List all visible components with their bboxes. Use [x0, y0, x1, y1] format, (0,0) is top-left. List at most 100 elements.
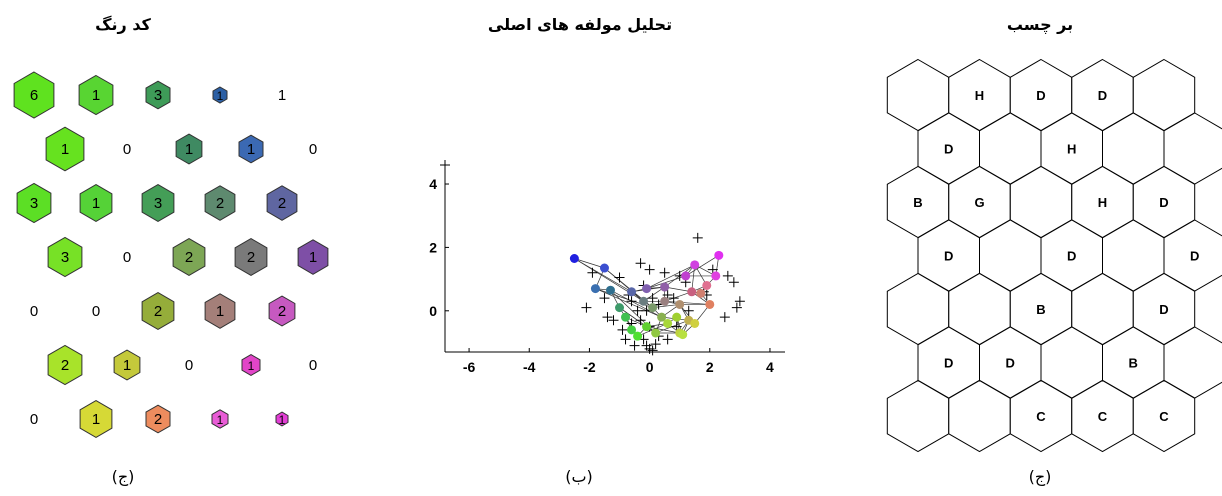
- som-node: [711, 271, 721, 281]
- som-node: [696, 288, 706, 298]
- hit-count: 1: [278, 87, 286, 104]
- data-point-plus: [617, 324, 628, 335]
- som-node: [651, 328, 661, 338]
- color-hex-cell: [238, 134, 264, 164]
- labels-caption: (ج): [1029, 467, 1052, 487]
- cluster-label: H: [1098, 195, 1107, 210]
- color-hex-cell: [204, 185, 236, 221]
- cluster-label: C: [1098, 409, 1108, 424]
- color-hex-cell: [175, 133, 203, 165]
- data-point-plus: [728, 277, 739, 288]
- data-point-plus: [632, 305, 643, 316]
- som-node: [648, 303, 658, 313]
- cluster-label: D: [1006, 356, 1015, 371]
- som-grid-line: [646, 326, 680, 334]
- color-hex-cell: [145, 404, 171, 434]
- color-hex-cell: [275, 411, 289, 427]
- color-hex-cell: [79, 400, 113, 438]
- y-tick-label: 0: [429, 303, 437, 319]
- labels-title: بر چسب: [1007, 15, 1073, 35]
- hit-count: 1: [92, 195, 100, 212]
- som-node: [690, 260, 700, 270]
- som-node: [642, 284, 652, 294]
- color-hex-cell: [47, 344, 83, 386]
- color-hex-cell: [16, 182, 52, 224]
- hit-count: 2: [216, 195, 224, 212]
- hit-count: 1: [279, 413, 286, 427]
- som-node: [639, 296, 649, 306]
- som-node: [705, 299, 715, 309]
- color-hex-cell: [141, 292, 175, 330]
- hit-count: 2: [278, 303, 286, 320]
- color-hex-cell: [47, 236, 83, 278]
- som-grid-line: [664, 291, 692, 302]
- som-node: [663, 318, 673, 328]
- som-node: [714, 250, 724, 260]
- color-hex-cell: [45, 126, 85, 172]
- cluster-label: H: [975, 88, 984, 103]
- hit-count: 0: [92, 303, 100, 320]
- data-point-plus: [635, 258, 646, 269]
- cluster-label: D: [1159, 302, 1168, 317]
- hit-count: 2: [278, 195, 286, 212]
- cluster-label: B: [913, 195, 922, 210]
- hit-count: 1: [61, 141, 69, 158]
- hit-count: 2: [61, 357, 69, 374]
- som-grid-line: [685, 255, 719, 277]
- data-point-plus: [587, 267, 598, 278]
- cluster-label: D: [1190, 249, 1199, 264]
- hit-count: 1: [123, 357, 131, 374]
- data-point-plus: [722, 270, 733, 281]
- label-map: H D D D H B G H D D D D B D D D B C C C: [886, 58, 1222, 453]
- hit-count: 0: [309, 357, 317, 374]
- hit-count: 0: [30, 411, 38, 428]
- som-node: [675, 299, 685, 309]
- data-point-plus: [668, 293, 679, 304]
- color-hex-cell: [297, 239, 329, 275]
- hit-count: 1: [247, 141, 255, 158]
- hit-count: 0: [30, 303, 38, 320]
- color-hex-cell: [78, 74, 114, 116]
- som-grid-line: [664, 300, 710, 305]
- color-hex-cell: [172, 238, 206, 276]
- data-point-plus: [608, 315, 619, 326]
- cluster-label: D: [944, 249, 953, 264]
- data-point-plus: [629, 340, 640, 351]
- hit-count: 0: [309, 141, 317, 158]
- cluster-label: D: [944, 142, 953, 157]
- hit-count: 1: [185, 141, 193, 158]
- color-hex-cell: [212, 86, 228, 104]
- x-tick-label: -4: [523, 359, 536, 375]
- hit-count: 1: [217, 413, 224, 427]
- som-node: [690, 318, 700, 328]
- hit-count: 6: [30, 87, 38, 104]
- data-point-plus: [650, 339, 661, 350]
- data-point-plus: [614, 272, 625, 283]
- color-hex-cell: [13, 71, 55, 119]
- data-point-plus: [662, 334, 673, 345]
- som-node: [657, 312, 667, 322]
- pca-scatter: -6 -4 -2 0 2 4 0 2 4: [429, 160, 785, 375]
- hit-count: 1: [248, 359, 255, 373]
- som-node: [678, 330, 688, 340]
- data-point-plus: [599, 293, 610, 304]
- data-point-plus: [644, 264, 655, 275]
- cluster-label: D: [1036, 88, 1045, 103]
- color-hex-cell: [234, 238, 268, 276]
- cluster-label: D: [944, 356, 953, 371]
- x-tick-label: 4: [766, 359, 774, 375]
- data-point-plus: [731, 302, 742, 313]
- hit-count: 2: [247, 249, 255, 266]
- cluster-label: D: [1067, 249, 1076, 264]
- color-code-caption: (ج): [112, 467, 135, 487]
- cluster-label: B: [1129, 356, 1138, 371]
- data-point-plus: [581, 302, 592, 313]
- data-point-plus: [626, 296, 637, 307]
- hit-count: 1: [216, 303, 224, 320]
- x-tick-label: 2: [706, 359, 714, 375]
- data-point-plus: [620, 334, 631, 345]
- som-node: [569, 254, 579, 263]
- cluster-label: D: [1159, 195, 1168, 210]
- data-point-plus: [635, 315, 646, 326]
